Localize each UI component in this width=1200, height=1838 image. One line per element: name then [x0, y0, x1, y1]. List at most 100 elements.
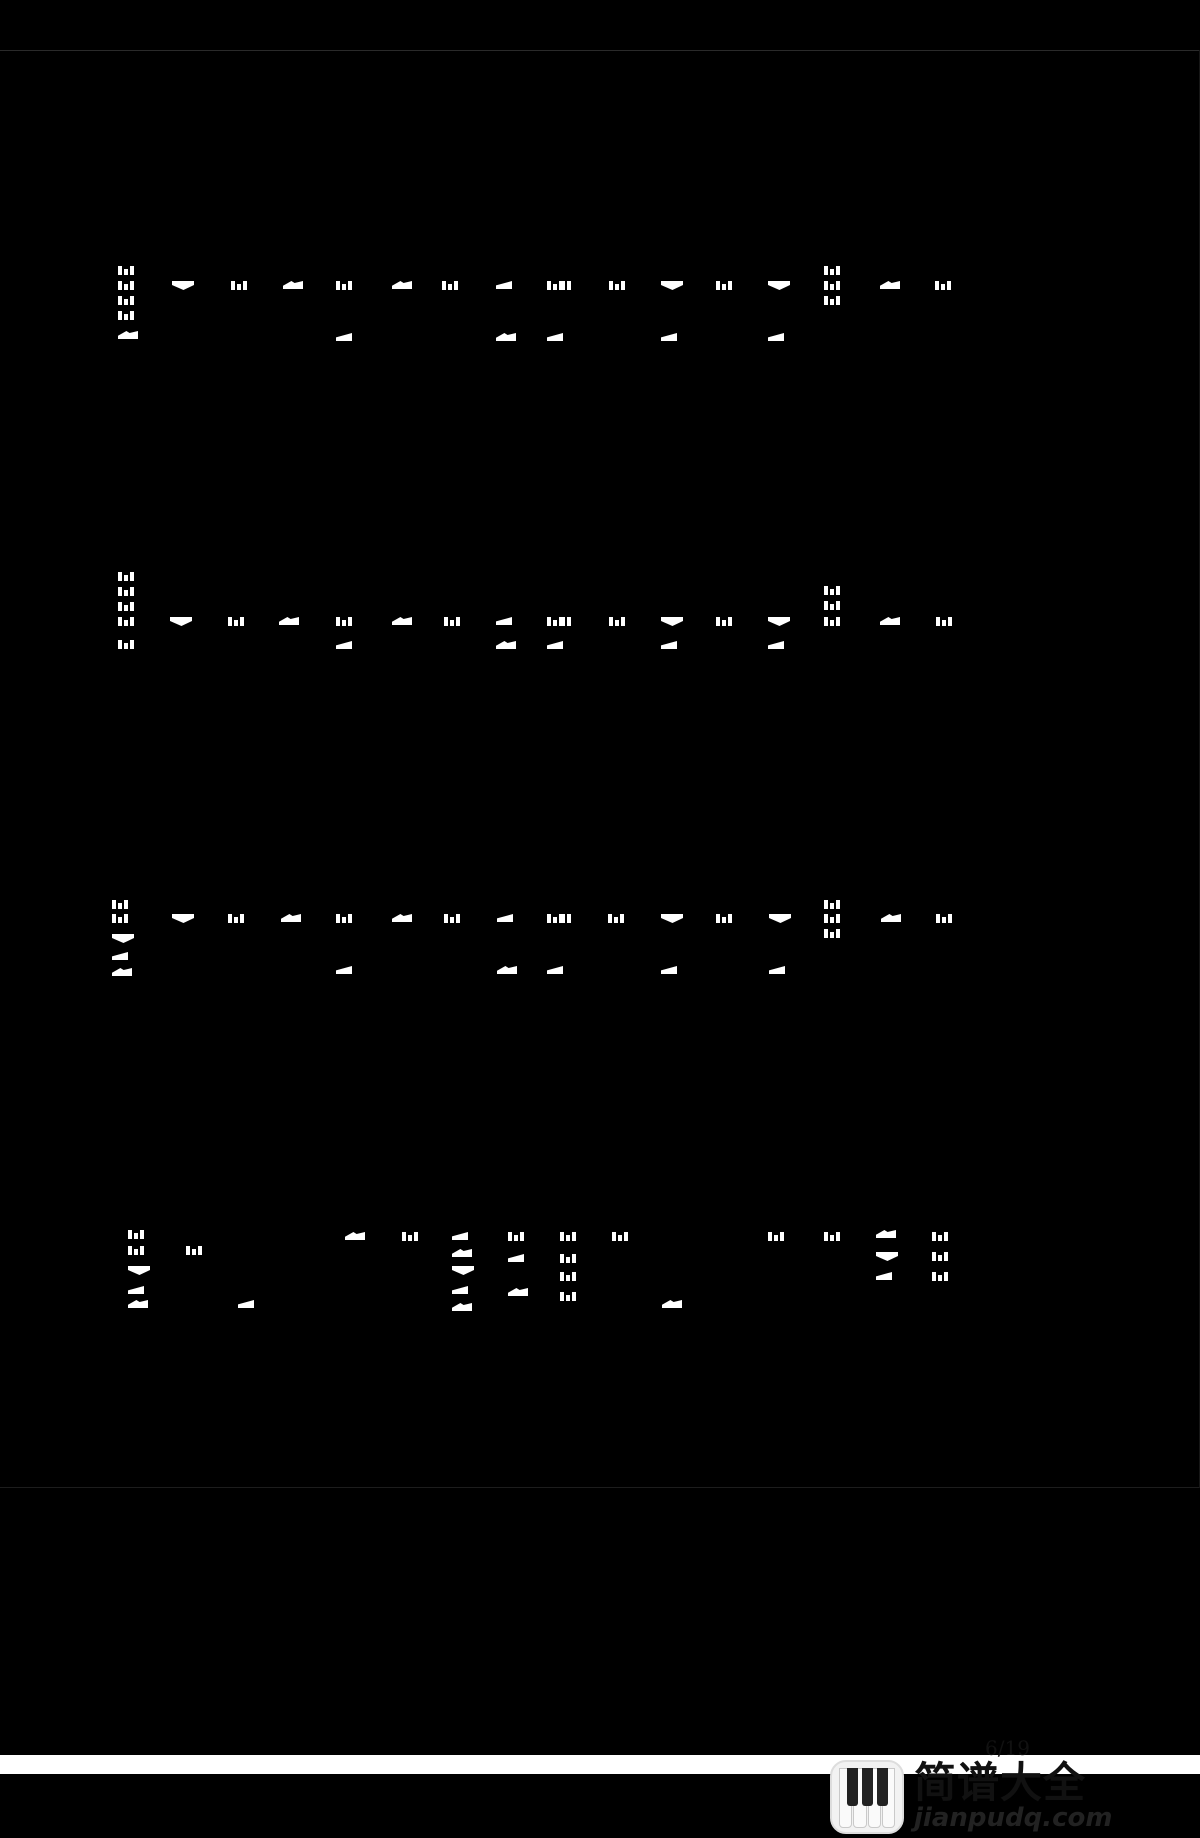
note-mark: [392, 914, 412, 922]
note-mark: [496, 333, 516, 341]
note-mark: [768, 333, 784, 341]
note-mark: [608, 914, 624, 923]
top-rule: [0, 50, 1200, 51]
note-mark: [560, 1254, 576, 1263]
note-mark: [547, 333, 563, 341]
note-mark: [238, 1300, 254, 1308]
note-mark: [768, 1232, 784, 1241]
note-mark: [392, 281, 412, 289]
note-mark: [661, 281, 683, 290]
note-mark: [716, 281, 732, 290]
note-mark: [768, 617, 790, 626]
note-mark: [452, 1249, 472, 1257]
note-mark: [881, 914, 901, 922]
note-mark: [824, 1232, 840, 1241]
note-mark: [228, 617, 244, 626]
note-mark: [824, 900, 840, 909]
note-mark: [112, 900, 128, 909]
note-mark: [128, 1286, 144, 1294]
note-mark: [936, 617, 952, 626]
note-mark: [824, 296, 840, 305]
note-mark: [128, 1246, 144, 1255]
note-mark: [112, 968, 132, 976]
page-number: 6/19: [985, 1736, 1030, 1760]
note-mark: [609, 617, 625, 626]
note-mark: [336, 333, 352, 341]
note-mark: [392, 617, 412, 625]
note-mark: [283, 281, 303, 289]
note-mark: [935, 281, 951, 290]
note-mark: [769, 914, 791, 923]
note-mark: [824, 929, 840, 938]
note-mark: [118, 617, 134, 626]
note-mark: [661, 333, 677, 341]
note-mark: [279, 617, 299, 625]
note-mark: [402, 1232, 418, 1241]
note-mark: [661, 914, 683, 923]
note-mark: [716, 617, 732, 626]
note-mark: [662, 1300, 682, 1308]
note-mark: [876, 1272, 892, 1280]
note-mark: [508, 1254, 524, 1262]
note-mark: [118, 331, 138, 339]
note-mark: [128, 1300, 148, 1308]
note-mark: [442, 281, 458, 290]
note-mark: [768, 641, 784, 649]
note-mark: [128, 1230, 144, 1239]
note-mark: [560, 1292, 576, 1301]
note-mark: [128, 1266, 150, 1275]
watermark-brand-cn: 简谱大全: [914, 1757, 1087, 1807]
note-mark: [824, 586, 840, 595]
note-mark: [496, 281, 512, 289]
note-mark: [661, 641, 677, 649]
note-mark: [336, 914, 352, 923]
note-mark: [880, 617, 900, 625]
note-mark: [118, 266, 134, 275]
note-mark: [336, 966, 352, 974]
note-mark: [824, 914, 840, 923]
note-mark: [281, 914, 301, 922]
note-mark: [824, 601, 840, 610]
note-mark: [336, 617, 352, 626]
note-mark: [118, 311, 134, 320]
note-mark: [547, 281, 571, 290]
note-mark: [824, 266, 840, 275]
note-mark: [452, 1303, 472, 1311]
note-mark: [508, 1232, 524, 1241]
note-mark: [547, 914, 571, 923]
note-mark: [560, 1232, 576, 1241]
note-mark: [932, 1272, 948, 1281]
note-mark: [172, 281, 194, 290]
note-mark: [824, 617, 840, 626]
note-mark: [186, 1246, 202, 1255]
watermark[interactable]: 简谱大全 jianpudq.com: [830, 1756, 1200, 1838]
note-mark: [170, 617, 192, 626]
note-mark: [118, 572, 134, 581]
note-mark: [228, 914, 244, 923]
note-mark: [936, 914, 952, 923]
note-mark: [876, 1230, 896, 1238]
note-mark: [932, 1252, 948, 1261]
bottom-rule: [0, 1487, 1200, 1488]
note-mark: [880, 281, 900, 289]
note-mark: [496, 617, 512, 625]
note-mark: [118, 281, 134, 290]
note-mark: [336, 281, 352, 290]
note-mark: [452, 1266, 474, 1275]
note-mark: [661, 617, 683, 626]
note-mark: [876, 1252, 898, 1261]
note-mark: [452, 1286, 468, 1294]
note-mark: [112, 934, 134, 943]
note-mark: [118, 296, 134, 305]
note-mark: [118, 602, 134, 611]
note-mark: [444, 914, 460, 923]
piano-keys-icon: [830, 1760, 904, 1834]
note-mark: [824, 281, 840, 290]
note-mark: [345, 1232, 365, 1240]
note-mark: [560, 1272, 576, 1281]
note-mark: [508, 1288, 528, 1296]
note-mark: [172, 914, 194, 923]
note-mark: [444, 617, 460, 626]
note-mark: [932, 1232, 948, 1241]
